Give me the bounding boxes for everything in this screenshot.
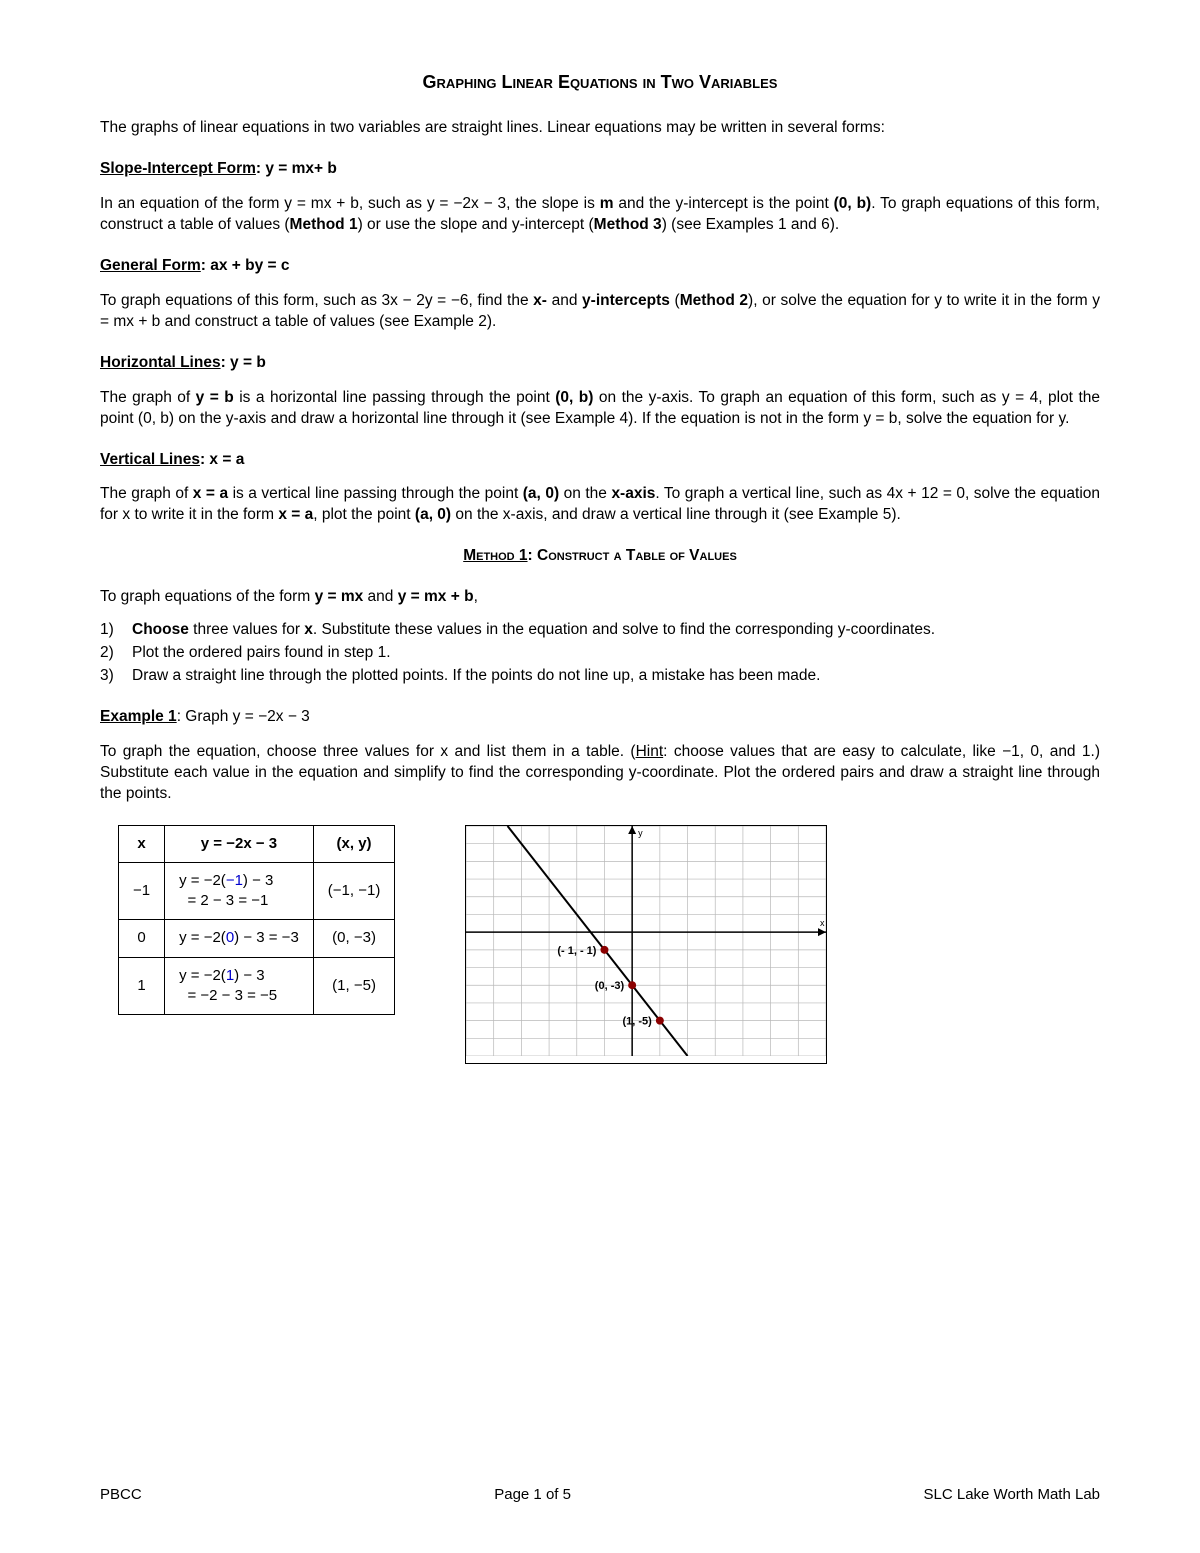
svg-text:y: y <box>638 828 643 838</box>
horiz-head: Horizontal Lines: y = b <box>100 353 1100 374</box>
slope-head: Slope-Intercept Form: y = mx+ b <box>100 159 1100 180</box>
footer-left: PBCC <box>100 1485 142 1505</box>
svg-text:x: x <box>820 918 825 928</box>
table-header: (x, y) <box>313 825 395 862</box>
method1-intro: To graph equations of the form y = mx an… <box>100 587 1100 608</box>
step-item: 3)Draw a straight line through the plott… <box>100 666 1100 687</box>
method1-title: Method 1: Construct a Table of Values <box>100 546 1100 567</box>
step-item: 1)Choose three values for x. Substitute … <box>100 620 1100 641</box>
values-table: xy = −2x − 3(x, y) −1y = −2(−1) − 3 = 2 … <box>118 825 395 1016</box>
general-body: To graph equations of this form, such as… <box>100 291 1100 333</box>
example1-body: To graph the equation, choose three valu… <box>100 742 1100 805</box>
table-row: 1y = −2(1) − 3 = −2 − 3 = −5(1, −5) <box>119 957 395 1015</box>
table-row: −1y = −2(−1) − 3 = 2 − 3 = −1(−1, −1) <box>119 862 395 920</box>
footer-center: Page 1 of 5 <box>494 1485 571 1505</box>
svg-text:(0, -3): (0, -3) <box>595 980 625 992</box>
slope-body: In an equation of the form y = mx + b, s… <box>100 194 1100 236</box>
page-title: Graphing Linear Equations in Two Variabl… <box>100 70 1100 94</box>
table-header: x <box>119 825 165 862</box>
graph: x y (- 1, - 1) (0, -3) (1, -5) <box>465 825 827 1064</box>
svg-text:(1, -5): (1, -5) <box>623 1015 653 1027</box>
footer-right: SLC Lake Worth Math Lab <box>924 1485 1100 1505</box>
intro-text: The graphs of linear equations in two va… <box>100 118 1100 139</box>
method1-steps: 1)Choose three values for x. Substitute … <box>100 620 1100 687</box>
svg-text:(- 1, - 1): (- 1, - 1) <box>558 944 597 956</box>
table-header: y = −2x − 3 <box>165 825 314 862</box>
table-row: 0y = −2(0) − 3 = −3(0, −3) <box>119 920 395 957</box>
step-item: 2)Plot the ordered pairs found in step 1… <box>100 643 1100 664</box>
example1-head: Example 1: Graph y = −2x − 3 <box>100 707 1100 728</box>
vert-body: The graph of x = a is a vertical line pa… <box>100 484 1100 526</box>
vert-head: Vertical Lines: x = a <box>100 450 1100 471</box>
footer: PBCC Page 1 of 5 SLC Lake Worth Math Lab <box>100 1485 1100 1505</box>
general-head: General Form: ax + by = c <box>100 256 1100 277</box>
horiz-body: The graph of y = b is a horizontal line … <box>100 388 1100 430</box>
